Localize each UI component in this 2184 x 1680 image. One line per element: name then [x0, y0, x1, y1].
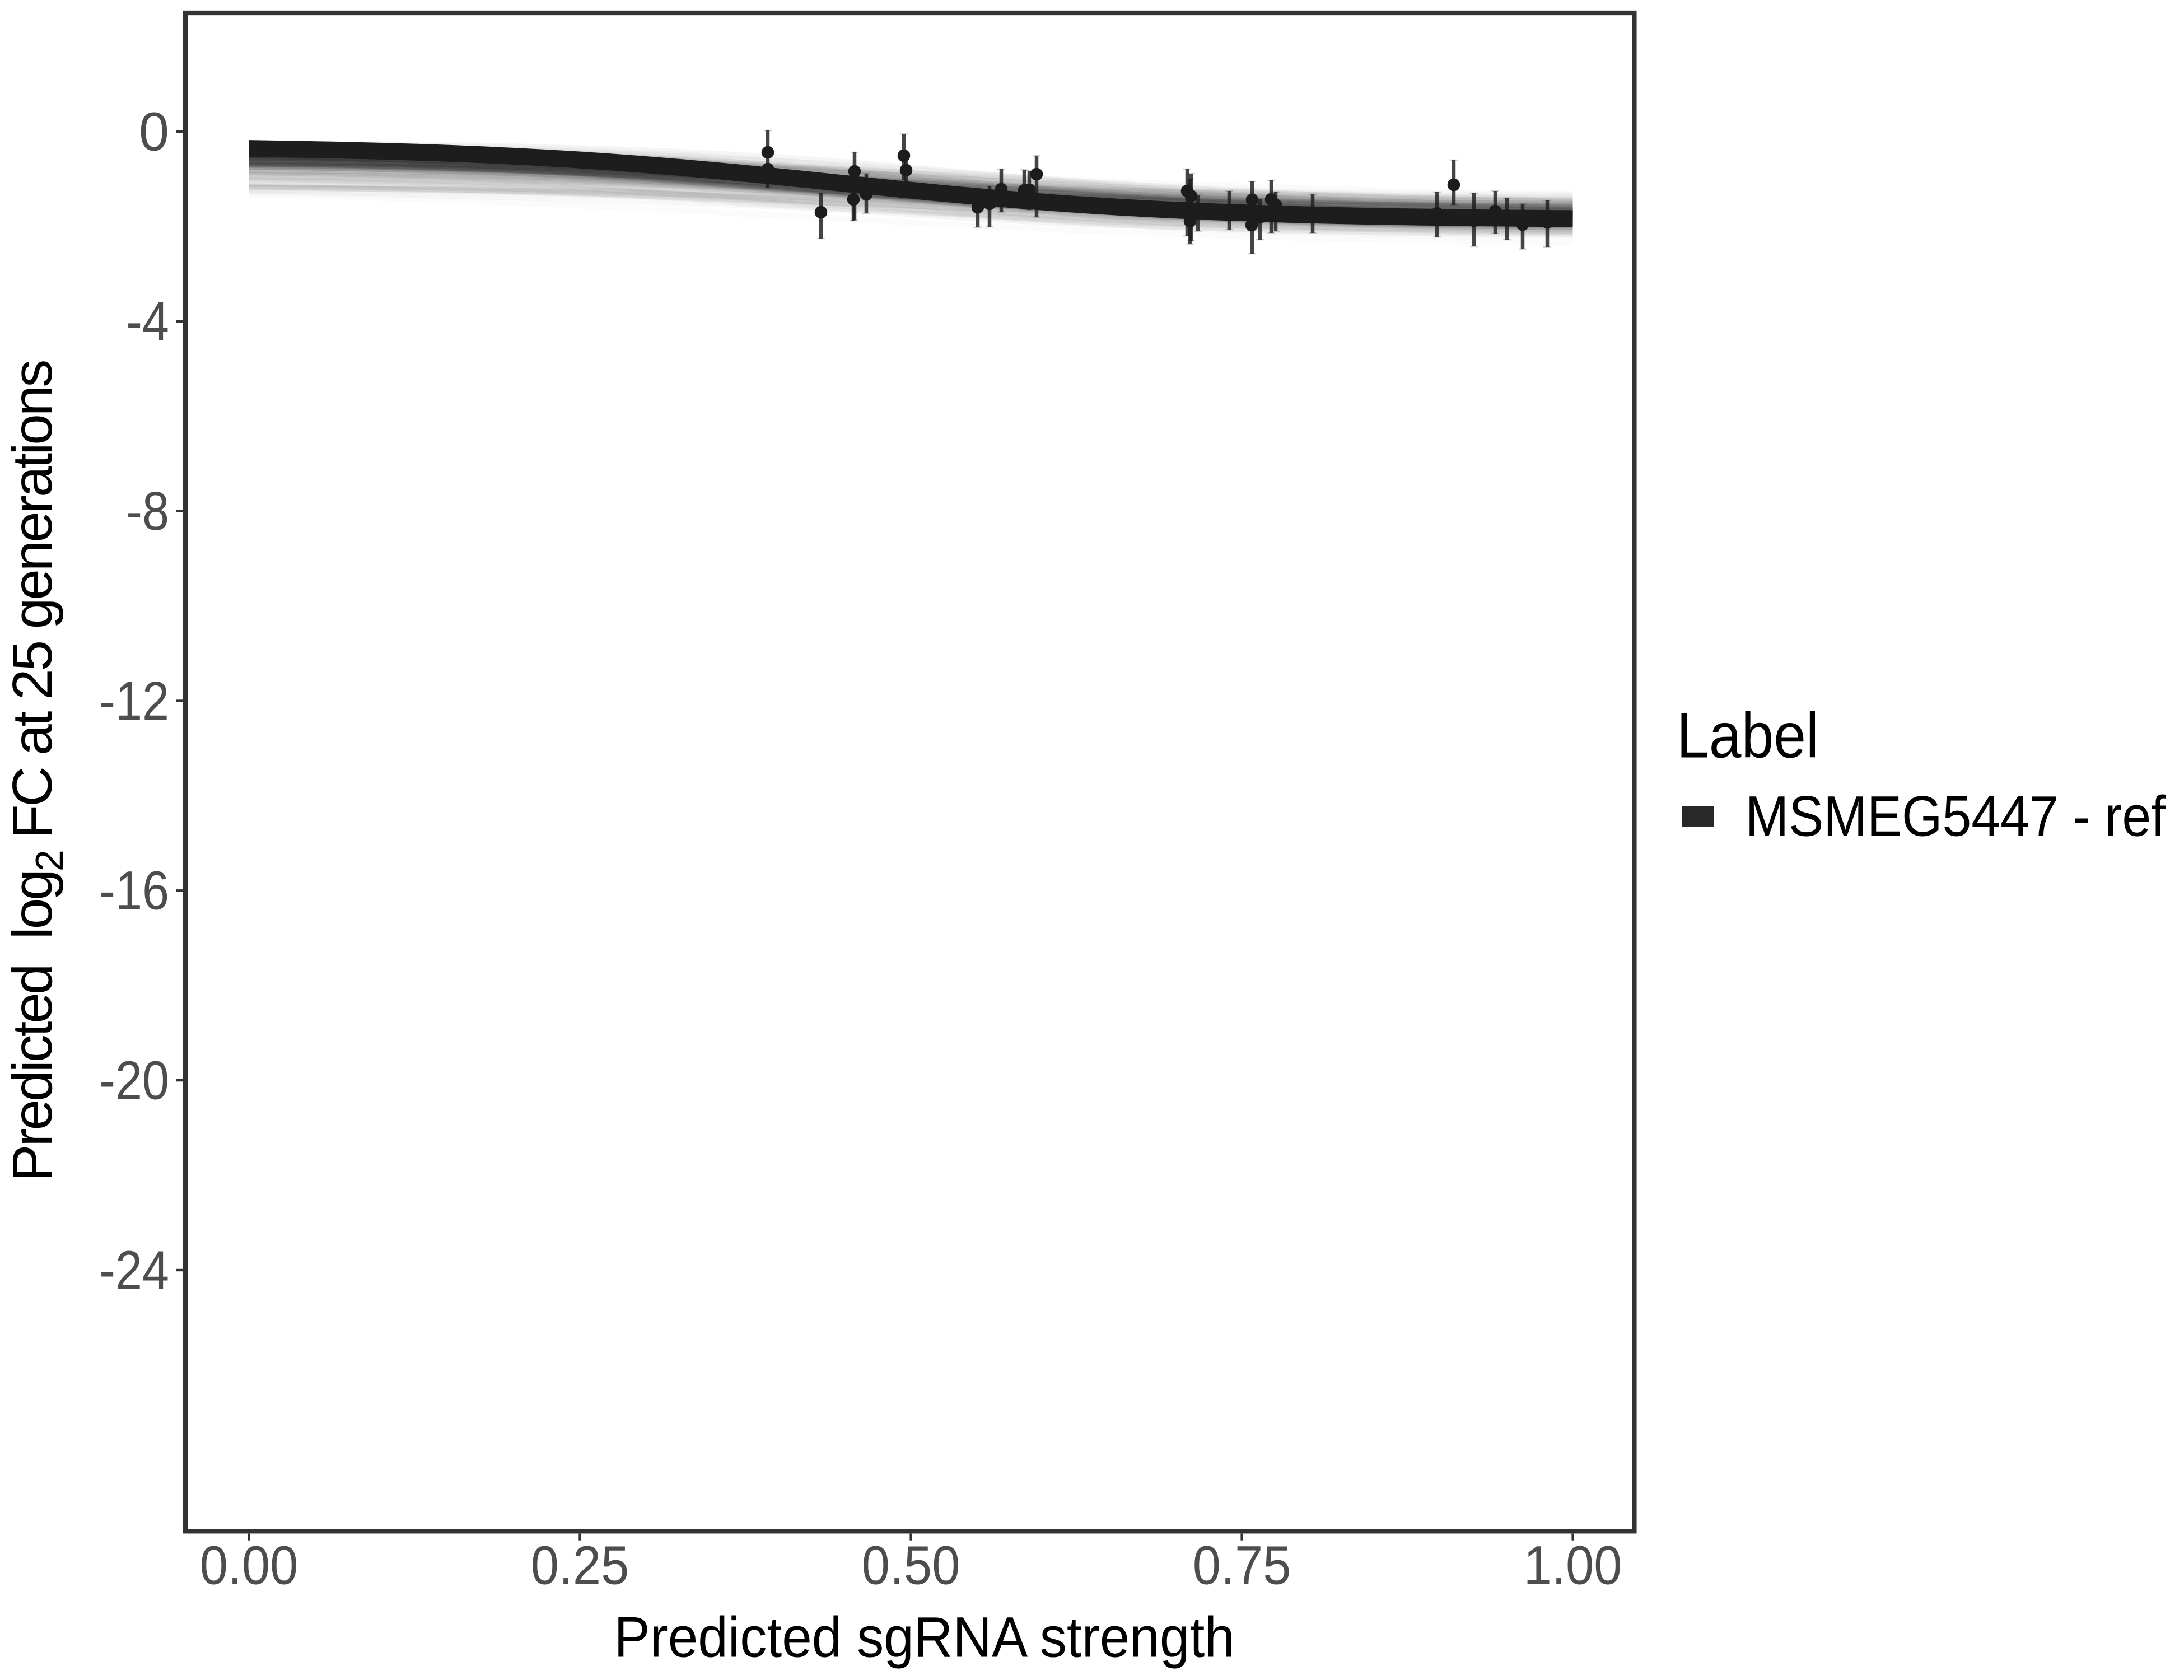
svg-text:-12: -12 — [99, 670, 169, 731]
svg-text:0.00: 0.00 — [200, 1535, 298, 1596]
svg-text:-16: -16 — [99, 860, 169, 921]
svg-text:Predicted sgRNA strength: Predicted sgRNA strength — [614, 1606, 1234, 1669]
svg-text:0: 0 — [139, 101, 169, 162]
svg-text:Predicted log2 FC at 25 gener: Predicted log2 FC at 25 generations — [1, 361, 71, 1182]
svg-text:-4: -4 — [126, 291, 169, 352]
svg-text:1.00: 1.00 — [1524, 1535, 1622, 1596]
svg-text:0.75: 0.75 — [1193, 1535, 1291, 1596]
svg-text:-20: -20 — [99, 1050, 169, 1111]
svg-text:-24: -24 — [99, 1239, 169, 1300]
svg-text:Label: Label — [1677, 700, 1819, 771]
svg-text:MSMEG5447 - ref: MSMEG5447 - ref — [1746, 785, 2166, 848]
svg-text:-8: -8 — [126, 480, 169, 542]
svg-text:0.25: 0.25 — [531, 1535, 629, 1596]
svg-text:0.50: 0.50 — [862, 1535, 960, 1596]
